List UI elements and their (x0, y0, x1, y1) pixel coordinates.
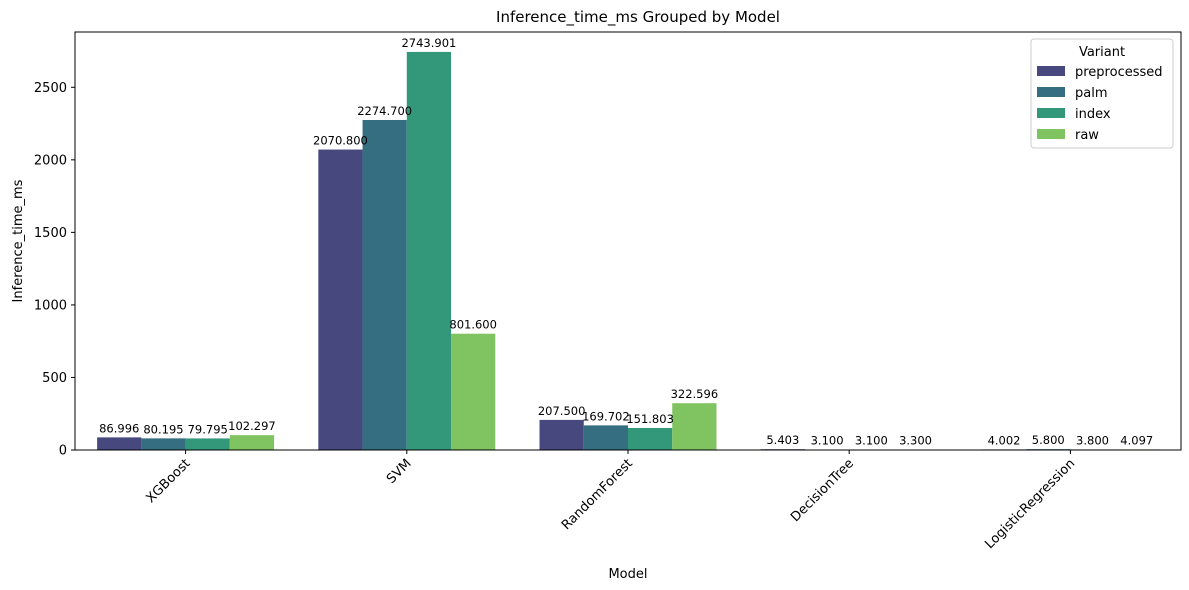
bar-randomforest-index (628, 427, 673, 450)
legend-title: Variant (1079, 45, 1125, 60)
x-axis-label: Model (608, 567, 647, 582)
y-axis-label: Inference_time_ms (11, 179, 26, 302)
y-tick-label: 1500 (34, 226, 67, 241)
data-label-svm-raw: 801.600 (449, 318, 497, 332)
data-label-randomforest-index: 151.803 (626, 412, 674, 426)
bars-group (97, 51, 1159, 451)
data-label-decisiontree-raw: 3.300 (899, 434, 932, 448)
data-label-svm-palm: 2274.700 (357, 104, 412, 118)
y-tick-label: 500 (42, 371, 67, 386)
y-tick-label: 0 (59, 444, 67, 459)
data-label-decisiontree-index: 3.100 (855, 434, 888, 448)
x-axis: XGBoost SVM RandomForest DecisionTree Logist… (143, 450, 1078, 552)
bar-xgboost-preprocessed (97, 437, 142, 450)
chart-title: Inference_time_ms Grouped by Model (496, 8, 780, 27)
bar-xgboost-raw (229, 435, 275, 450)
y-tick-label: 2000 (34, 153, 67, 168)
bar-svm-raw (451, 333, 496, 450)
bar-randomforest-palm (583, 425, 628, 450)
data-label-logisticregression-index: 3.800 (1076, 433, 1109, 447)
y-axis: 0 500 1000 1500 2000 2500 (34, 81, 75, 459)
data-label-svm-index: 2743.901 (401, 36, 456, 50)
data-label-logisticregression-raw: 4.097 (1120, 433, 1153, 447)
bar-svm-palm (362, 119, 407, 450)
legend-label-raw: raw (1075, 128, 1099, 143)
x-tick-label-svm: SVM (384, 456, 415, 487)
x-tick-label-logisticregression: LogisticRegression (982, 456, 1078, 552)
data-labels-group: 86.996 2070.800 207.500 5.403 4.002 80.195 227… (99, 36, 1153, 448)
data-label-logisticregression-palm: 5.800 (1032, 433, 1065, 447)
plot-frame (74, 31, 1182, 451)
data-label-xgboost-palm: 80.195 (143, 422, 183, 436)
data-label-randomforest-preprocessed: 207.500 (538, 404, 586, 418)
legend: Variant preprocessed palm index raw (1030, 38, 1174, 149)
data-label-svm-preprocessed: 2070.800 (313, 134, 368, 148)
y-tick-label: 2500 (34, 81, 67, 96)
data-label-xgboost-index: 79.795 (188, 422, 228, 436)
bar-svm-index (406, 51, 452, 451)
x-tick-label-xgboost: XGBoost (143, 456, 193, 506)
legend-frame (1030, 38, 1174, 149)
legend-swatch-raw (1037, 129, 1065, 139)
data-label-xgboost-raw: 102.297 (228, 419, 276, 433)
bar-svm-preprocessed (318, 149, 363, 450)
legend-label-index: index (1075, 107, 1111, 122)
data-label-xgboost-preprocessed: 86.996 (99, 421, 139, 435)
x-tick-label-decisiontree: DecisionTree (788, 456, 857, 525)
data-label-decisiontree-preprocessed: 5.403 (766, 433, 799, 447)
legend-swatch-index (1037, 108, 1065, 118)
data-label-randomforest-raw: 322.596 (671, 387, 719, 401)
legend-swatch-palm (1037, 87, 1065, 97)
y-tick-label: 1000 (34, 298, 67, 313)
bar-randomforest-raw (672, 403, 717, 450)
data-label-randomforest-palm: 169.702 (582, 409, 630, 423)
legend-swatch-preprocessed (1037, 66, 1065, 76)
bar-xgboost-palm (141, 438, 186, 450)
bar-xgboost-index (185, 438, 230, 450)
legend-label-palm: palm (1075, 86, 1108, 101)
x-tick-label-randomforest: RandomForest (559, 456, 636, 533)
data-label-logisticregression-preprocessed: 4.002 (988, 433, 1021, 447)
bar-randomforest-preprocessed (539, 419, 584, 450)
legend-label-preprocessed: preprocessed (1075, 65, 1163, 80)
data-label-decisiontree-palm: 3.100 (811, 434, 844, 448)
